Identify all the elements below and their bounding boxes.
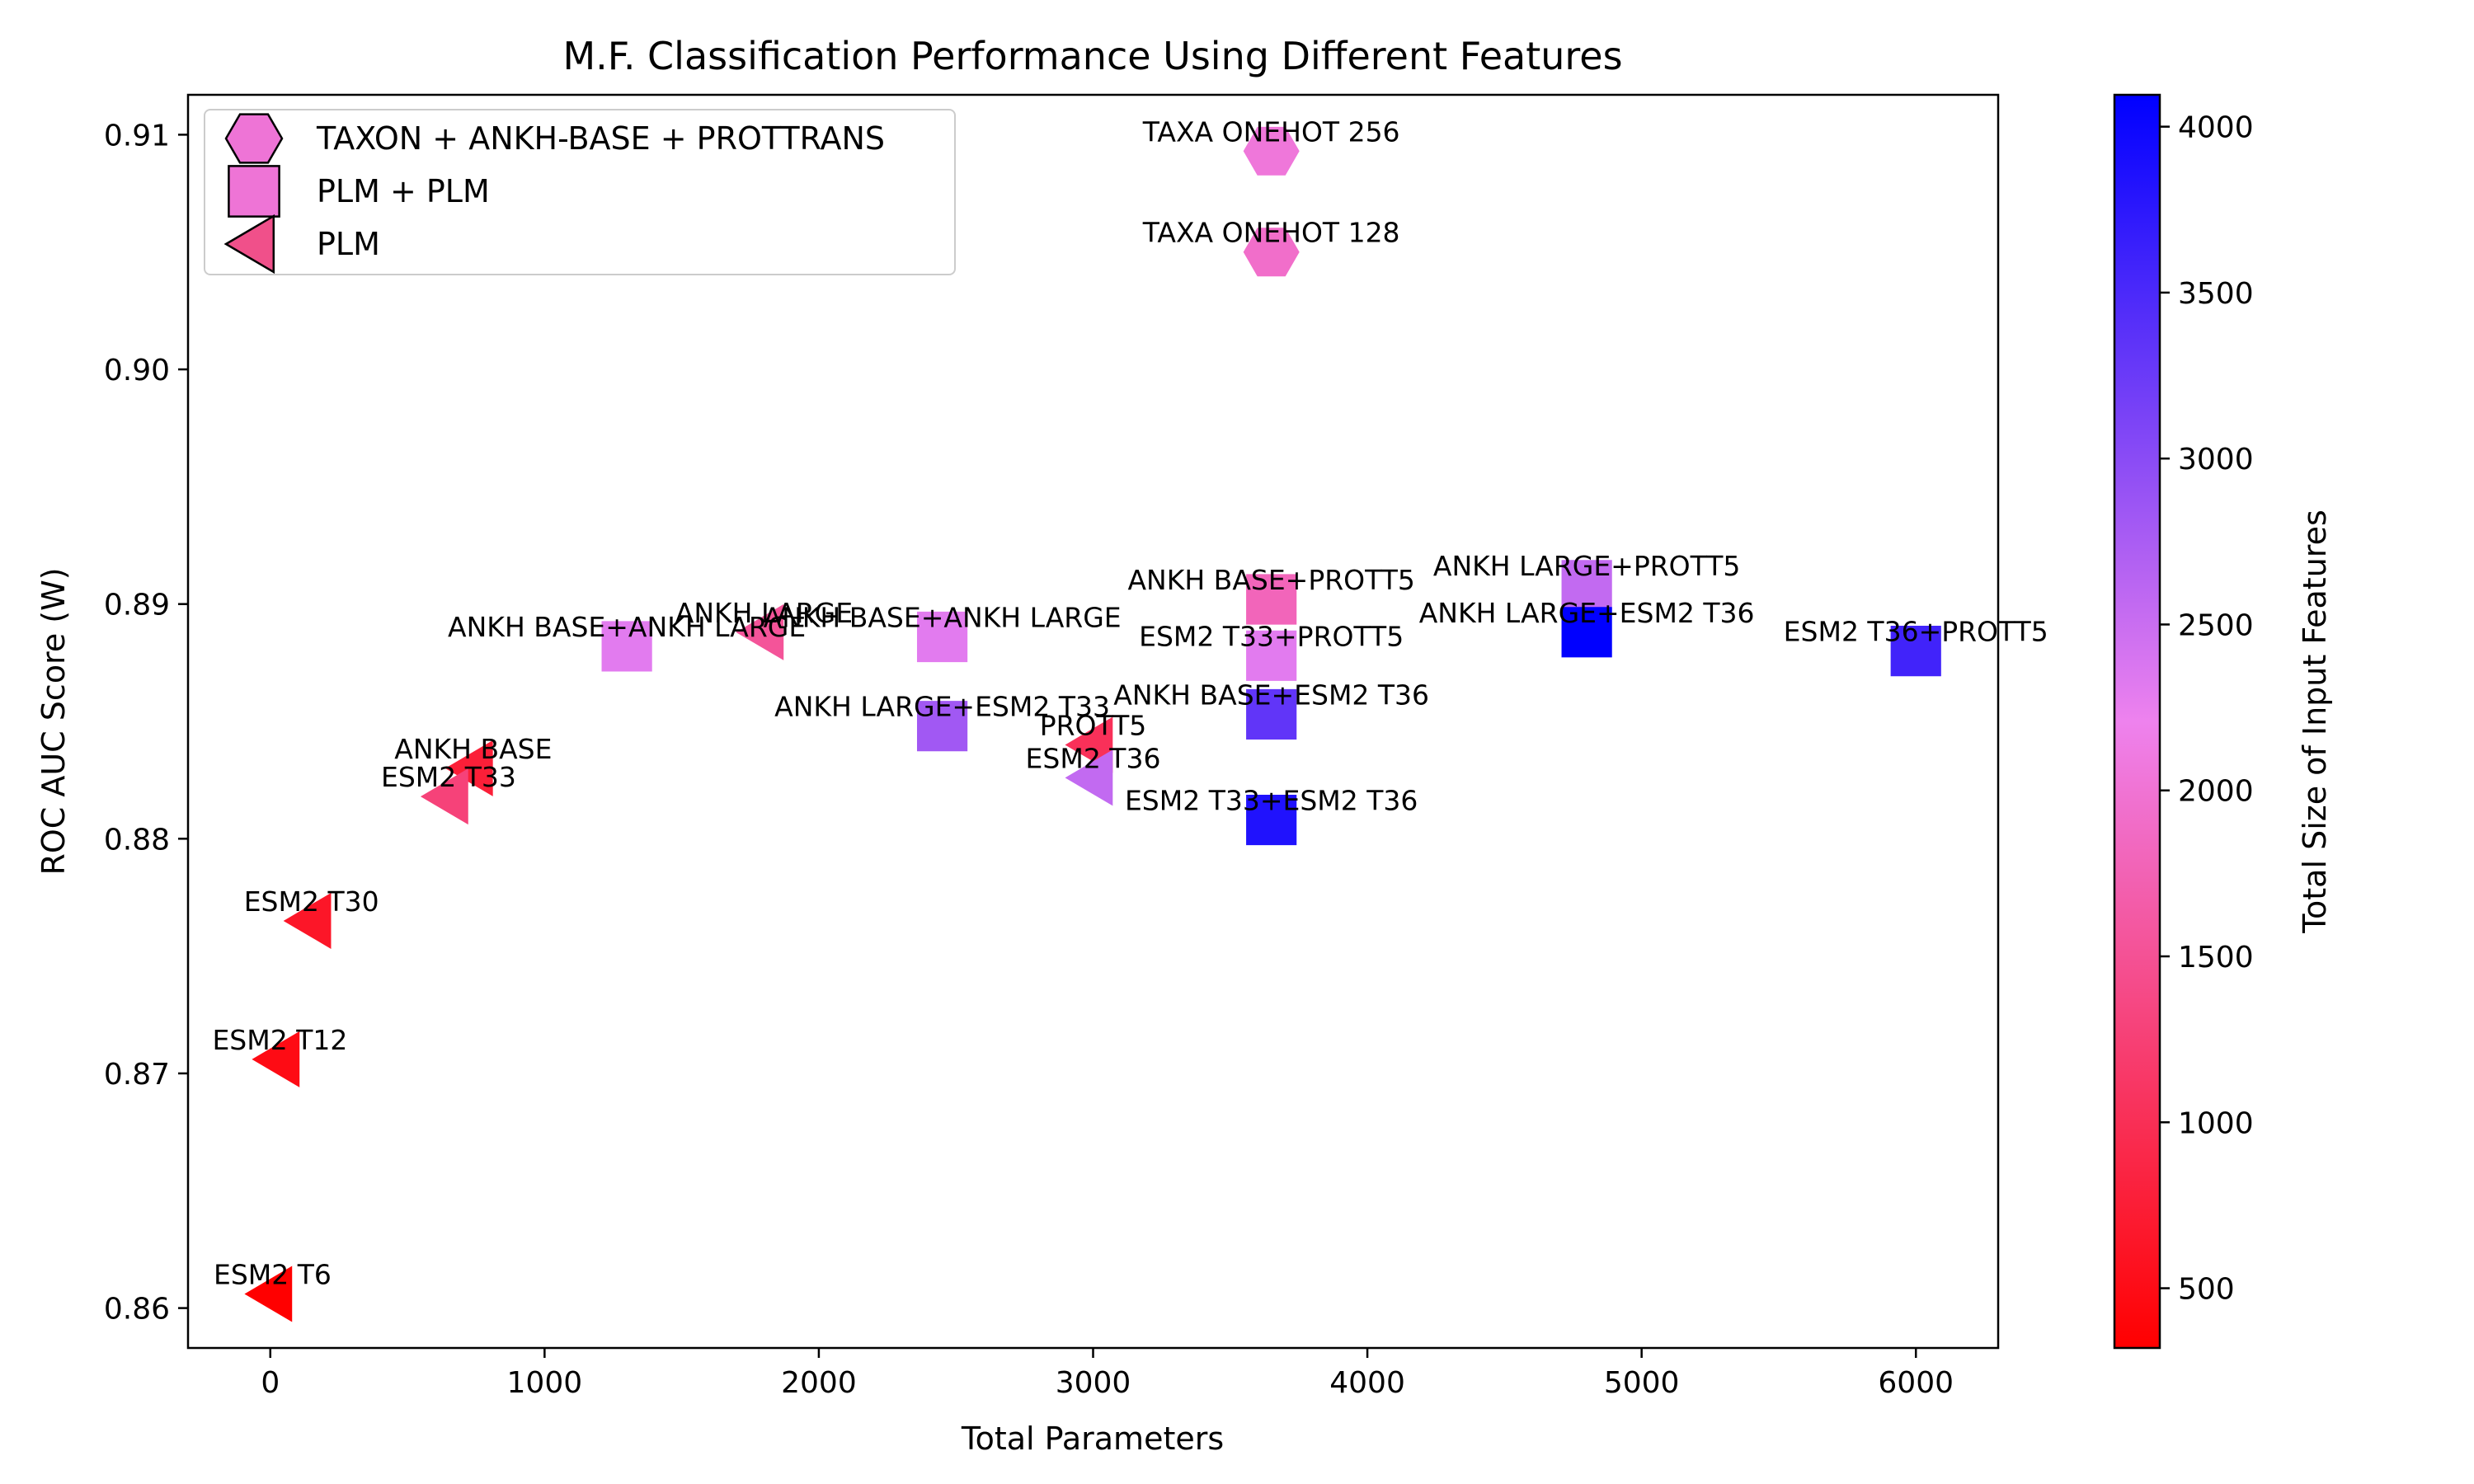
colorbar: 500 1000 1500 2000 2500 3000 3500 4000 Total Si… bbox=[2113, 93, 2333, 1350]
point-taxa-onehot-256 bbox=[1243, 126, 1300, 176]
y-axis-ticks: 0.86 0.87 0.88 0.89 0.90 0.91 bbox=[104, 119, 188, 1327]
x-tick-label: 1000 bbox=[507, 1366, 583, 1400]
point-ankh-base-esm2-t36 bbox=[1246, 688, 1297, 740]
point-label-ankh-large-esm2-t33: ANKH LARGE+ESM2 T33 bbox=[774, 691, 1110, 723]
point-ankh-large bbox=[736, 603, 784, 660]
colorbar-tick-label: 500 bbox=[2178, 1273, 2235, 1307]
point-label-prott5: PROTT5 bbox=[1040, 709, 1147, 741]
y-tick-label: 0.87 bbox=[104, 1058, 170, 1092]
point-label-ankh-large-esm2-t36: ANKH LARGE+ESM2 T36 bbox=[1419, 597, 1755, 629]
points-layer bbox=[244, 126, 1941, 1322]
legend-frame bbox=[204, 109, 956, 275]
point-label-ankh-large: ANKH LARGE bbox=[675, 597, 853, 629]
point-label-esm2-t6: ESM2 T6 bbox=[214, 1259, 332, 1291]
colorbar-tick-label: 2500 bbox=[2178, 608, 2254, 642]
point-esm2-t30 bbox=[283, 892, 332, 949]
x-tick-label: 6000 bbox=[1878, 1366, 1954, 1400]
point-label-taxa-onehot-128: TAXA ONEHOT 128 bbox=[1142, 217, 1400, 249]
point-esm2-t33 bbox=[420, 768, 468, 825]
colorbar-tick-label: 2000 bbox=[2178, 775, 2254, 809]
point-label-ankh-base-prott5: ANKH BASE+PROTT5 bbox=[1127, 564, 1414, 596]
point-label-esm2-t12: ESM2 T12 bbox=[212, 1024, 347, 1056]
point-esm2-t36-prott5 bbox=[1890, 626, 1941, 677]
point-ankh-large-esm2-t33 bbox=[916, 701, 968, 752]
x-tick-label: 0 bbox=[261, 1366, 280, 1400]
legend-marker-hexagon bbox=[224, 113, 284, 164]
point-ankh-large-prott5 bbox=[1561, 560, 1612, 611]
colorbar-ticks: 500 1000 1500 2000 2500 3000 3500 4000 bbox=[2160, 111, 2254, 1307]
legend-label-taxon-ankh-base-prottrans: TAXON + ANKH-BASE + PROTTRANS bbox=[316, 120, 885, 157]
point-taxa-onehot-128 bbox=[1243, 228, 1300, 277]
point-ankh-base bbox=[444, 740, 493, 796]
point-label-ankh-large-prott5: ANKH LARGE+PROTT5 bbox=[1433, 550, 1740, 582]
point-label-taxa-onehot-256: TAXA ONEHOT 256 bbox=[1142, 115, 1400, 148]
point-label-ankh-base-ankh-large: ANKH BASE+ANKH LARGE bbox=[448, 611, 806, 643]
y-tick-label: 0.89 bbox=[104, 589, 170, 622]
point-label-ankh-base: ANKH BASE bbox=[394, 733, 552, 765]
legend-entries: TAXON + ANKH-BASE + PROTTRANS PLM + PLM PL… bbox=[223, 113, 885, 275]
y-axis-label: ROC AUC Score (W) bbox=[35, 567, 72, 875]
point-esm2-t36 bbox=[1065, 749, 1113, 806]
point-ankh-large-esm2-t36 bbox=[1561, 607, 1612, 658]
point-esm2-t12 bbox=[252, 1031, 300, 1087]
legend-label-plm-plm: PLM + PLM bbox=[317, 173, 490, 209]
legend-label-plm: PLM bbox=[317, 226, 380, 262]
x-tick-label: 3000 bbox=[1056, 1366, 1131, 1400]
point-label-esm2-t30: ESM2 T30 bbox=[244, 885, 379, 918]
point-label-esm2-t36-prott5: ESM2 T36+PROTT5 bbox=[1784, 616, 2048, 648]
y-tick-label: 0.90 bbox=[104, 354, 170, 387]
colorbar-tick-label: 1000 bbox=[2178, 1106, 2254, 1140]
point-label-ankh-base-esm2-t36: ANKH BASE+ESM2 T36 bbox=[1113, 679, 1429, 711]
point-esm2-t6 bbox=[244, 1266, 293, 1322]
legend-marker-triangle-left bbox=[223, 214, 275, 275]
point-ankh-base-ankh-large bbox=[601, 621, 652, 672]
y-tick-label: 0.86 bbox=[104, 1293, 170, 1327]
colorbar-label: Total Size of Input Features bbox=[2297, 510, 2333, 933]
colorbar-tick-label: 3000 bbox=[2178, 443, 2254, 477]
point-label-esm2-t33-prott5: ESM2 T33+PROTT5 bbox=[1139, 620, 1404, 652]
colorbar-gradient bbox=[2113, 93, 2161, 1350]
point-esm2-t33-esm2-t36 bbox=[1246, 794, 1297, 846]
chart-title: M.F. Classification Performance Using Di… bbox=[562, 34, 1622, 78]
x-axis-label: Total Parameters bbox=[961, 1421, 1224, 1457]
x-axis-ticks: 0 1000 2000 3000 4000 5000 6000 bbox=[261, 1348, 1954, 1400]
colorbar-tick-label: 1500 bbox=[2178, 941, 2254, 974]
point-ankh-base-prott5 bbox=[1246, 574, 1297, 625]
y-tick-label: 0.88 bbox=[104, 823, 170, 857]
x-tick-label: 4000 bbox=[1329, 1366, 1405, 1400]
x-tick-label: 2000 bbox=[781, 1366, 857, 1400]
colorbar-tick-label: 3500 bbox=[2178, 277, 2254, 311]
x-tick-label: 5000 bbox=[1604, 1366, 1680, 1400]
legend-marker-square bbox=[228, 165, 280, 218]
colorbar-tick-label: 4000 bbox=[2178, 111, 2254, 145]
legend: TAXON + ANKH-BASE + PROTTRANS PLM + PLM PL… bbox=[204, 109, 956, 275]
point-label-esm2-t33-esm2-t36: ESM2 T33+ESM2 T36 bbox=[1125, 785, 1418, 817]
point-label-esm2-t33: ESM2 T33 bbox=[381, 761, 516, 793]
y-tick-label: 0.91 bbox=[104, 119, 170, 153]
point-esm2-t33-prott5 bbox=[1246, 630, 1297, 681]
point-ankh-base-ankh-large bbox=[916, 611, 968, 663]
point-label-esm2-t36: ESM2 T36 bbox=[1026, 742, 1161, 774]
point-label-ankh-base-ankh-large: ANKH BASE+ANKH LARGE bbox=[764, 602, 1122, 634]
